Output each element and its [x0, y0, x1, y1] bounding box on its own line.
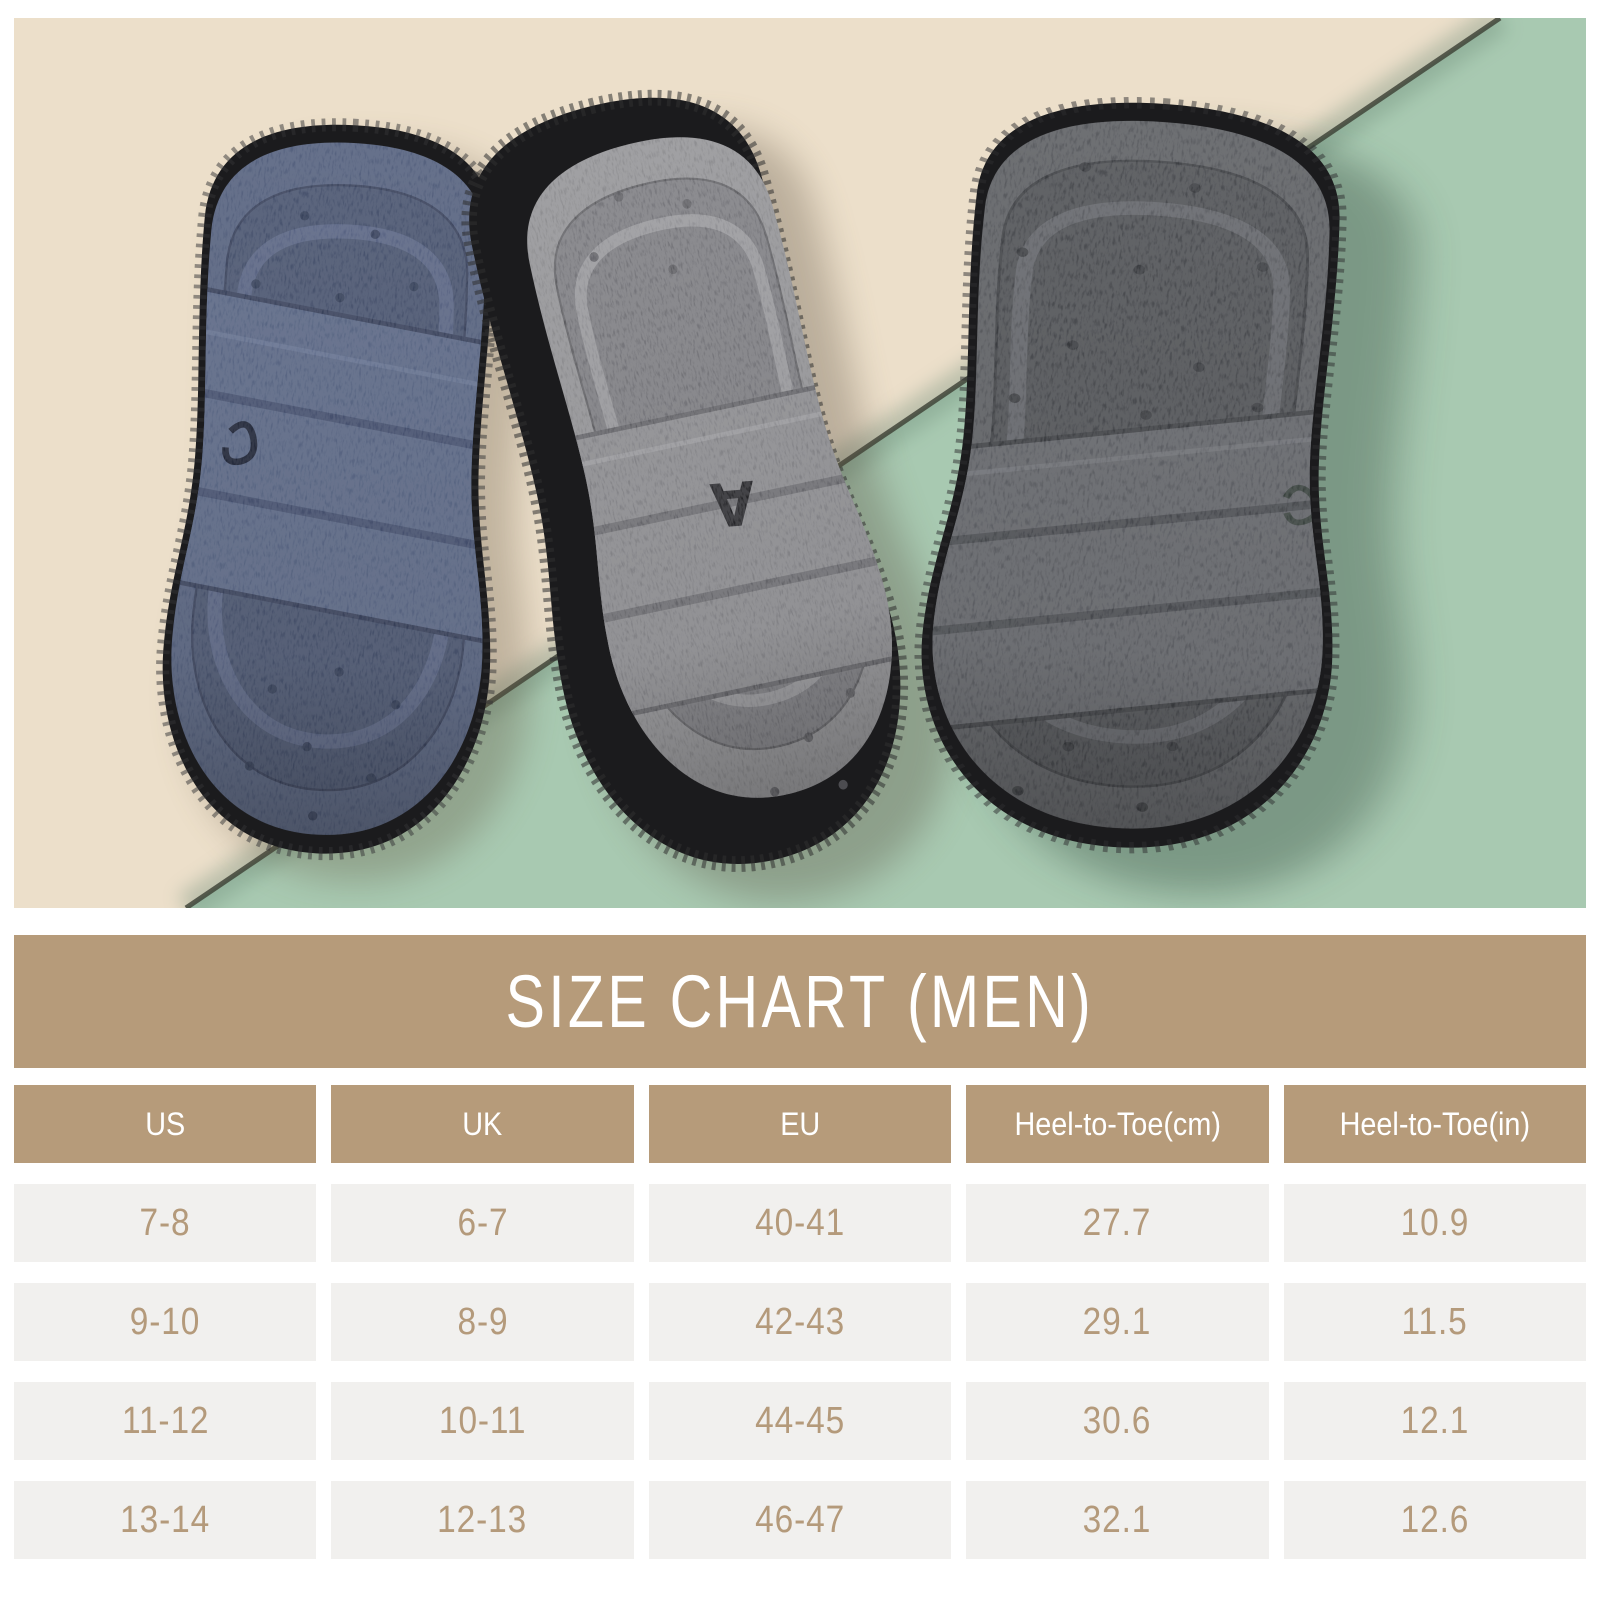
table-cell: 30.6 [966, 1382, 1269, 1460]
table-cell: 6-7 [331, 1184, 634, 1262]
table-cell: 40-41 [648, 1184, 952, 1262]
charcoal-slipper [816, 83, 1515, 871]
table-cell: 27.7 [966, 1184, 1269, 1262]
header-cell-eu: EU [648, 1085, 952, 1163]
product-photo: A [14, 18, 1586, 908]
size-chart-title-bar: SIZE CHART (MEN) [14, 935, 1586, 1068]
table-cell: 29.1 [966, 1283, 1269, 1361]
table-cell: 12.1 [1283, 1382, 1586, 1460]
table-cell: 9-10 [14, 1283, 317, 1361]
table-cell: 11.5 [1283, 1283, 1586, 1361]
header-cell-us: US [14, 1085, 317, 1163]
table-cell: 10-11 [331, 1382, 634, 1460]
header-cell-heel-to-toe-in: Heel-to-Toe(in) [1283, 1085, 1586, 1163]
table-cell: 32.1 [966, 1481, 1269, 1559]
table-cell: 46-47 [648, 1481, 952, 1559]
header-cell-uk: UK [331, 1085, 634, 1163]
table-cell: 8-9 [331, 1283, 634, 1361]
size-chart-table: US UK EU Heel-to-Toe(cm) Heel-to-Toe(in)… [14, 1085, 1586, 1559]
size-chart-title: SIZE CHART (MEN) [505, 960, 1095, 1043]
table-cell: 7-8 [14, 1184, 317, 1262]
table-cell: 13-14 [14, 1481, 317, 1559]
table-cell: 42-43 [648, 1283, 952, 1361]
photo-illustration: A [14, 18, 1586, 908]
navy-slipper [75, 113, 601, 867]
table-cell: 10.9 [1283, 1184, 1586, 1262]
header-cell-heel-to-toe-cm: Heel-to-Toe(cm) [966, 1085, 1269, 1163]
table-cell: 12.6 [1283, 1481, 1586, 1559]
table-cell: 12-13 [331, 1481, 634, 1559]
table-cell: 11-12 [14, 1382, 317, 1460]
table-cell: 44-45 [648, 1382, 952, 1460]
